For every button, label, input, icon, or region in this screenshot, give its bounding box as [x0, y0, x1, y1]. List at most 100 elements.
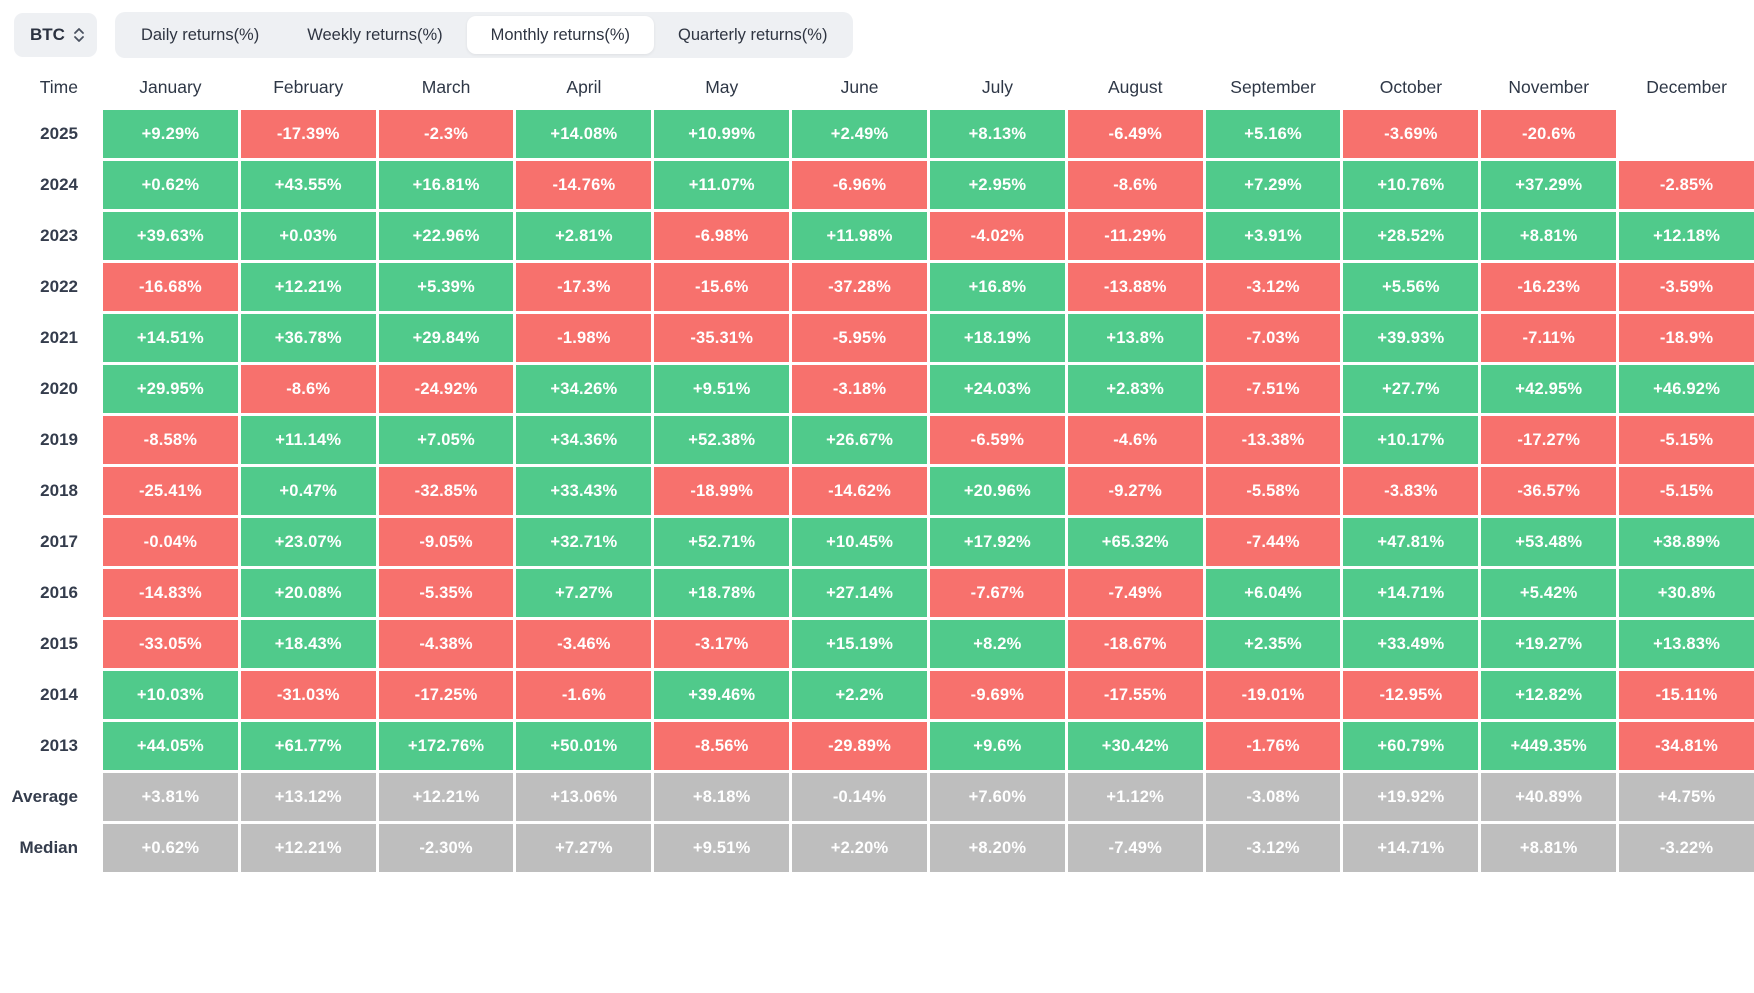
return-cell: +39.93%	[1343, 314, 1479, 362]
return-cell: +18.19%	[929, 314, 1065, 362]
table-row: 2014 +10.03% -31.03% -17.25% -1.6% +39.46% +2.…	[0, 671, 1754, 719]
return-cell: -3.18%	[792, 365, 927, 413]
return-cell: -15.11%	[1619, 671, 1754, 719]
return-cell: -5.15%	[1619, 467, 1754, 515]
return-cell: +10.76%	[1343, 161, 1479, 209]
return-cell: -3.12%	[1205, 263, 1341, 311]
return-cell: -18.9%	[1619, 314, 1754, 362]
return-cell: -7.03%	[1205, 314, 1341, 362]
return-cell: -4.6%	[1067, 416, 1203, 464]
return-cell: +12.82%	[1481, 671, 1617, 719]
return-cell: +7.27%	[516, 569, 652, 617]
return-cell: -15.6%	[654, 263, 790, 311]
return-cell	[1619, 110, 1754, 158]
return-cell: -12.95%	[1343, 671, 1479, 719]
table-row: 2019 -8.58% +11.14% +7.05% +34.36% +52.38% +26…	[0, 416, 1754, 464]
return-cell: +43.55%	[240, 161, 376, 209]
return-cell: +20.08%	[240, 569, 376, 617]
table-row: 2017 -0.04% +23.07% -9.05% +32.71% +52.71% +10…	[0, 518, 1754, 566]
return-cell: +33.43%	[516, 467, 652, 515]
return-cell: +27.14%	[792, 569, 927, 617]
return-cell: +5.39%	[378, 263, 514, 311]
symbol-select[interactable]: BTC	[14, 13, 97, 57]
return-cell: +18.43%	[240, 620, 376, 668]
return-cell: -0.04%	[103, 518, 238, 566]
return-cell: +2.20%	[792, 824, 927, 872]
return-cell: +20.96%	[929, 467, 1065, 515]
return-cell: +14.51%	[103, 314, 238, 362]
return-cell: -6.59%	[929, 416, 1065, 464]
return-cell: -3.22%	[1619, 824, 1754, 872]
return-cell: +3.91%	[1205, 212, 1341, 260]
row-label: 2021	[40, 328, 78, 347]
return-cell: +52.71%	[654, 518, 790, 566]
table-row: Average +3.81% +13.12% +12.21% +13.06% +8.18%…	[0, 773, 1754, 821]
column-header: Time	[39, 76, 78, 97]
return-cell: +8.18%	[654, 773, 790, 821]
return-cell: +42.95%	[1481, 365, 1617, 413]
return-cell: +50.01%	[516, 722, 652, 770]
return-cell: -17.3%	[516, 263, 652, 311]
return-cell: +0.47%	[240, 467, 376, 515]
return-cell: +34.26%	[516, 365, 652, 413]
return-cell: +39.63%	[103, 212, 238, 260]
return-cell: -31.03%	[240, 671, 376, 719]
return-cell: -36.57%	[1481, 467, 1617, 515]
return-cell: -13.38%	[1205, 416, 1341, 464]
return-cell: -7.51%	[1205, 365, 1341, 413]
return-cell: +9.51%	[654, 365, 790, 413]
column-header: September	[1230, 76, 1316, 97]
select-arrows-icon	[74, 28, 84, 42]
return-cell: +36.78%	[240, 314, 376, 362]
column-header: December	[1646, 76, 1727, 97]
return-cell: -17.39%	[240, 110, 376, 158]
return-cell: +13.8%	[1067, 314, 1203, 362]
column-header: January	[139, 76, 202, 97]
return-cell: +22.96%	[378, 212, 514, 260]
column-header: March	[421, 76, 471, 97]
return-cell: +30.42%	[1067, 722, 1203, 770]
table-row: 2025 +9.29% -17.39% -2.3% +14.08% +10.99% +2.4…	[0, 110, 1754, 158]
return-cell: -2.3%	[378, 110, 514, 158]
return-cell: +16.81%	[378, 161, 514, 209]
return-cell: +23.07%	[240, 518, 376, 566]
return-cell: -5.58%	[1205, 467, 1341, 515]
return-cell: +65.32%	[1067, 518, 1203, 566]
column-header: August	[1108, 76, 1163, 97]
tab-monthly-returns[interactable]: Monthly returns(%)	[466, 16, 655, 54]
return-cell: +5.56%	[1343, 263, 1479, 311]
table-row: 2018 -25.41% +0.47% -32.85% +33.43% -18.99% -1…	[0, 467, 1754, 515]
tab-daily-returns[interactable]: Daily returns(%)	[140, 26, 260, 44]
return-cell: -6.96%	[792, 161, 927, 209]
tab-weekly-returns[interactable]: Weekly returns(%)	[307, 26, 443, 44]
return-cell: +61.77%	[240, 722, 376, 770]
row-label: 2018	[40, 481, 78, 500]
return-cell: +14.71%	[1343, 569, 1479, 617]
return-cell: -7.44%	[1205, 518, 1341, 566]
return-cell: +0.62%	[103, 161, 238, 209]
table-row: 2015 -33.05% +18.43% -4.38% -3.46% -3.17% +15.…	[0, 620, 1754, 668]
return-cell: +15.19%	[792, 620, 927, 668]
return-cell: -17.27%	[1481, 416, 1617, 464]
tab-quarterly-returns[interactable]: Quarterly returns(%)	[678, 26, 828, 44]
return-cell: +14.08%	[516, 110, 652, 158]
return-cell: +47.81%	[1343, 518, 1479, 566]
return-cell: +16.8%	[929, 263, 1065, 311]
column-header: October	[1379, 76, 1443, 97]
return-cell: -25.41%	[103, 467, 238, 515]
return-cell: +12.21%	[378, 773, 514, 821]
return-cell: -3.12%	[1205, 824, 1341, 872]
return-cell: -16.68%	[103, 263, 238, 311]
column-header: February	[273, 76, 344, 97]
return-cell: +12.18%	[1619, 212, 1754, 260]
return-cell: +8.2%	[929, 620, 1065, 668]
return-cell: +10.17%	[1343, 416, 1479, 464]
return-cell: -24.92%	[378, 365, 514, 413]
return-cell: +2.49%	[792, 110, 927, 158]
column-header: May	[705, 76, 739, 97]
row-label: Average	[11, 787, 78, 806]
return-cell: -3.59%	[1619, 263, 1754, 311]
return-cell: +52.38%	[654, 416, 790, 464]
return-cell: +18.78%	[654, 569, 790, 617]
row-label: 2025	[40, 124, 78, 143]
